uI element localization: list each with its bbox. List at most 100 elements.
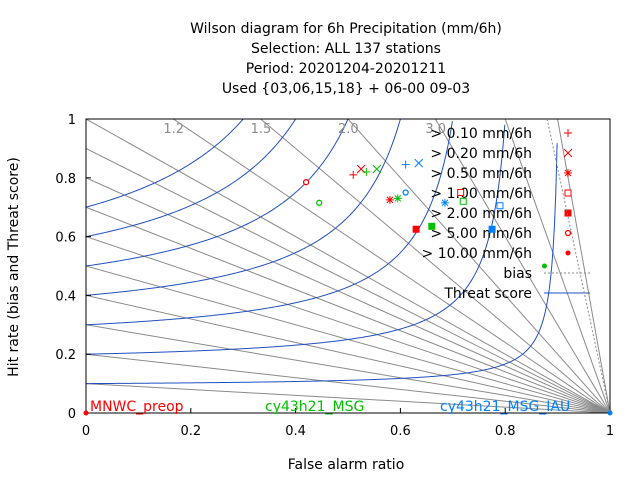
marker-shape <box>607 410 613 416</box>
bias-line <box>86 206 610 413</box>
legend-threshold-label: > 0.50 mm/6h <box>430 166 532 182</box>
data-point <box>401 160 410 169</box>
series-label: cy43h21_MSG_IAU <box>440 399 570 415</box>
data-point <box>459 197 467 205</box>
data-point <box>440 198 449 207</box>
data-point <box>496 202 504 210</box>
bias-reference-line <box>546 118 611 414</box>
marker-shape <box>488 225 496 233</box>
marker-shape <box>542 263 547 269</box>
marker-stroke <box>372 164 382 174</box>
series-labels: MNWC_preop cy43h21_MSG cy43h21_MSG_IAU <box>90 399 570 415</box>
y-tick-label: 0.8 <box>55 172 76 187</box>
marker-shape <box>316 199 323 206</box>
chart-title-line: Used {03,06,15,18} + 06-00 09-03 <box>222 81 470 97</box>
data-point <box>302 179 310 186</box>
marker-stroke <box>564 169 572 177</box>
series-label: cy43h21_MSG <box>265 399 364 415</box>
chart-title: Wilson diagram for 6h Precipitation (mm/… <box>190 21 502 97</box>
data-point <box>488 225 496 233</box>
axes: 0 0.2 0.4 0.6 0.8 1 0 0.2 0.4 0.6 0.8 1 <box>55 113 614 439</box>
y-tick-label: 0.2 <box>55 348 76 363</box>
legend-bias-label: bias <box>503 266 532 282</box>
data-point <box>428 222 436 230</box>
chart-title-line: Period: 20201204-20201211 <box>246 61 446 77</box>
data-points <box>83 158 613 416</box>
legend-threshold-marker <box>564 169 572 177</box>
y-tick-label: 0.4 <box>55 289 76 304</box>
legend-threshold-marker <box>564 229 572 237</box>
legend-threshold-label: > 0.10 mm/6h <box>430 126 532 142</box>
legend-threshold-marker <box>564 209 572 217</box>
y-tick-label: 0 <box>68 407 76 422</box>
chart-title-line: Selection: ALL 137 stations <box>251 41 441 57</box>
marker-stroke <box>563 148 573 158</box>
series-label: MNWC_preop <box>90 399 184 415</box>
threat-score-curve <box>86 119 297 238</box>
marker-stroke <box>414 158 424 168</box>
marker-shape <box>457 189 465 196</box>
bias-line <box>504 119 610 413</box>
bias-line <box>434 119 610 413</box>
data-point <box>372 164 382 174</box>
bias-line <box>86 119 610 413</box>
threat-score-curve <box>86 121 453 326</box>
x-tick-label: 1 <box>606 424 614 439</box>
threat-score-curve <box>86 143 558 385</box>
data-point <box>362 167 371 176</box>
marker-shape <box>402 189 409 196</box>
bias-line <box>86 294 610 413</box>
bias-line <box>557 119 610 413</box>
y-tick-label: 0.6 <box>55 231 76 246</box>
marker-stroke <box>441 199 449 207</box>
bias-label: 1.2 <box>163 122 184 137</box>
marker-shape <box>496 202 504 210</box>
x-tick-label: 0.2 <box>180 424 201 439</box>
x-tick-label: 0.8 <box>495 424 516 439</box>
data-point <box>414 158 424 168</box>
y-tick-label: 1 <box>68 113 76 128</box>
data-point <box>402 189 409 196</box>
legend-threshold-marker <box>564 189 572 197</box>
marker-shape <box>564 189 572 197</box>
legend: > 0.10 mm/6h > 0.20 mm/6h > 0.50 mm/6h > 1.… <box>422 118 611 414</box>
bias-line <box>173 119 610 413</box>
threat-score-curve <box>86 119 349 267</box>
bias-line <box>86 236 610 413</box>
legend-threshold-label: > 10.00 mm/6h <box>422 246 532 262</box>
x-axis-label: False alarm ratio <box>288 457 405 473</box>
legend-threshold-marker <box>563 148 573 158</box>
chart-title-line: Wilson diagram for 6h Precipitation (mm/… <box>190 21 502 37</box>
marker-shape <box>564 209 572 217</box>
data-point <box>83 410 89 416</box>
threat-score-curve <box>86 119 244 208</box>
x-tick-label: 0 <box>82 424 90 439</box>
data-point <box>385 195 394 204</box>
bias-line <box>86 383 610 413</box>
marker-shape <box>412 225 420 233</box>
legend-threshold-label: > 0.20 mm/6h <box>430 146 532 162</box>
data-point <box>457 189 465 196</box>
plot-frame <box>85 118 611 414</box>
legend-threshold-label: > 2.00 mm/6h <box>430 206 532 222</box>
marker-shape <box>428 222 436 230</box>
data-point <box>393 194 402 203</box>
x-tick-label: 0.6 <box>390 424 411 439</box>
marker-stroke <box>386 196 394 204</box>
bias-label: 1.5 <box>251 122 272 137</box>
threat-score-curve <box>86 124 506 355</box>
data-point <box>542 263 547 269</box>
x-tick-label: 0.4 <box>285 424 306 439</box>
y-axis-label: Hit rate (bias and Threat score) <box>6 157 22 377</box>
grid-curves: 1.2 1.5 2.0 3.0 <box>86 119 610 413</box>
bias-line <box>86 177 610 413</box>
data-point <box>607 410 613 416</box>
marker-stroke <box>394 195 402 202</box>
bias-line <box>86 353 610 413</box>
legend-threshold-label: > 1.00 mm/6h <box>430 186 532 202</box>
bias-label: 2.0 <box>338 122 359 137</box>
data-point <box>316 199 323 206</box>
legend-threshold-marker <box>565 250 571 256</box>
data-point <box>412 225 420 233</box>
